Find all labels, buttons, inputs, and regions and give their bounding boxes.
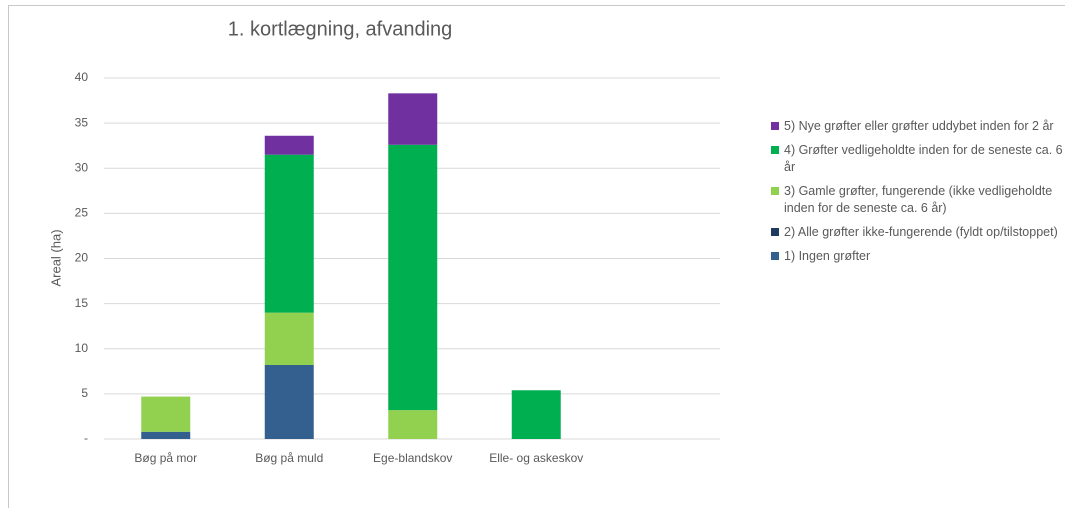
y-tick-label: 10	[75, 341, 89, 355]
legend-entry: 2) Alle grøfter ikke-fungerende (fyldt o…	[771, 224, 1065, 241]
y-tick-label: -	[84, 431, 88, 445]
legend-label: 1) Ingen grøfter	[784, 249, 871, 263]
x-tick-label: Bøg på muld	[255, 451, 323, 465]
legend-label: 5) Nye grøfter eller grøfter uddybet ind…	[784, 119, 1054, 133]
legend-label: 2) Alle grøfter ikke-fungerende (fyldt o…	[784, 225, 1058, 239]
y-tick-label: 20	[75, 251, 89, 265]
bar-segment	[264, 312, 314, 365]
x-tick-label: Elle- og askeskov	[489, 451, 583, 465]
legend-entry: 4) Grøfter vedligeholdte inden for de se…	[771, 142, 1065, 176]
bar-segment	[141, 396, 191, 432]
legend-swatch	[771, 146, 779, 154]
x-tick-label: Ege-blandskov	[373, 451, 452, 465]
legend-entry: 1) Ingen grøfter	[771, 248, 1065, 265]
y-axis-label: Areal (ha)	[48, 229, 63, 286]
y-tick-label: 35	[75, 115, 89, 129]
y-tick-label: 5	[81, 386, 88, 400]
bar-segment	[388, 144, 438, 411]
legend-swatch	[771, 122, 779, 130]
bar-segment	[388, 93, 438, 145]
chart-border	[8, 5, 1065, 508]
bar-segment	[511, 390, 561, 439]
legend-swatch	[771, 252, 779, 260]
chart-title: 1. kortlægning, afvanding	[228, 18, 453, 40]
legend-label: 4) Grøfter vedligeholdte inden for de se…	[784, 143, 1063, 174]
legend-entry: 3) Gamle grøfter, fungerende (ikke vedli…	[771, 183, 1065, 217]
legend: 5) Nye grøfter eller grøfter uddybet ind…	[771, 118, 1065, 272]
y-tick-label: 40	[75, 70, 89, 84]
legend-label: 3) Gamle grøfter, fungerende (ikke vedli…	[784, 184, 1053, 215]
bar-segment	[264, 364, 314, 439]
legend-entry: 5) Nye grøfter eller grøfter uddybet ind…	[771, 118, 1065, 135]
legend-swatch	[771, 228, 779, 236]
bar-segment	[141, 431, 191, 439]
y-tick-label: 15	[75, 296, 89, 310]
bar-segment	[388, 410, 438, 439]
bar-segment	[264, 154, 314, 313]
y-tick-label: 30	[75, 160, 89, 174]
bar-segment	[264, 135, 314, 155]
legend-swatch	[771, 187, 779, 195]
x-tick-label: Bøg på mor	[134, 451, 197, 465]
y-tick-label: 25	[75, 206, 89, 220]
